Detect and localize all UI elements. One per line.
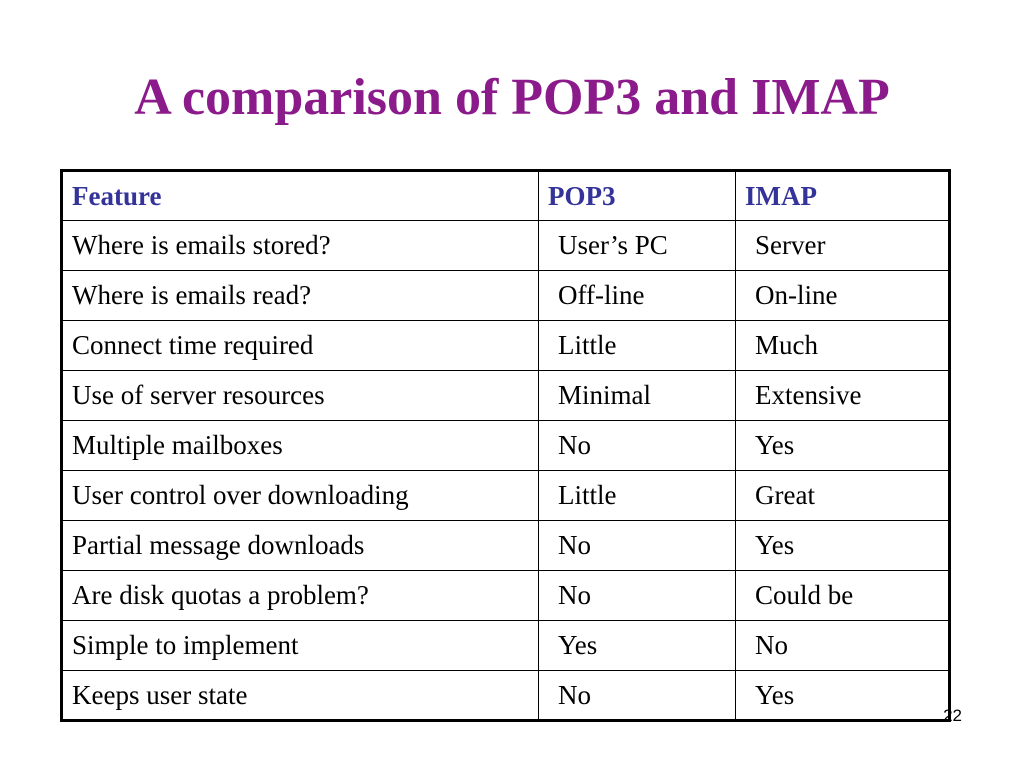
table-row: Simple to implement Yes No [61,620,950,671]
feature-cell: Where is emails read? [61,270,539,321]
imap-cell: Great [735,470,950,521]
imap-cell: Much [735,320,950,371]
table-row: Partial message downloads No Yes [61,520,950,571]
table-row: Where is emails stored? User’s PC Server [61,220,950,271]
feature-cell: Keeps user state [61,670,539,721]
table-row: Use of server resources Minimal Extensiv… [61,370,950,421]
imap-cell: Could be [735,570,950,621]
imap-cell: On-line [735,270,950,321]
feature-cell: Multiple mailboxes [61,420,539,471]
slide-title: A comparison of POP3 and IMAP [134,69,890,126]
feature-cell: Where is emails stored? [61,220,539,271]
comparison-table: Feature POP3 IMAP Where is emails stored… [60,169,951,722]
table-row: Multiple mailboxes No Yes [61,420,950,471]
pop3-cell: Little [538,470,736,521]
imap-cell: Server [735,220,950,271]
imap-cell: Yes [735,670,950,721]
pop3-cell: Yes [538,620,736,671]
imap-cell: Yes [735,420,950,471]
pop3-cell: Off-line [538,270,736,321]
pop3-cell: No [538,670,736,721]
table-row: Connect time required Little Much [61,320,950,371]
feature-cell: User control over downloading [61,470,539,521]
feature-cell: Simple to implement [61,620,539,671]
pop3-cell: Little [538,320,736,371]
page-number: 22 [943,706,962,725]
header-pop3: POP3 [538,170,736,221]
header-imap: IMAP [735,170,950,221]
feature-cell: Use of server resources [61,370,539,421]
table-row: Where is emails read? Off-line On-line [61,270,950,321]
imap-cell: No [735,620,950,671]
feature-cell: Connect time required [61,320,539,371]
table-header-row: Feature POP3 IMAP [61,170,950,221]
imap-cell: Extensive [735,370,950,421]
pop3-cell: User’s PC [538,220,736,271]
table-row: Keeps user state No Yes [61,670,950,721]
feature-cell: Partial message downloads [61,520,539,571]
pop3-cell: No [538,520,736,571]
feature-cell: Are disk quotas a problem? [61,570,539,621]
pop3-cell: No [538,570,736,621]
imap-cell: Yes [735,520,950,571]
table-row: Are disk quotas a problem? No Could be [61,570,950,621]
pop3-cell: Minimal [538,370,736,421]
header-feature: Feature [61,170,539,221]
table-row: User control over downloading Little Gre… [61,470,950,521]
pop3-cell: No [538,420,736,471]
